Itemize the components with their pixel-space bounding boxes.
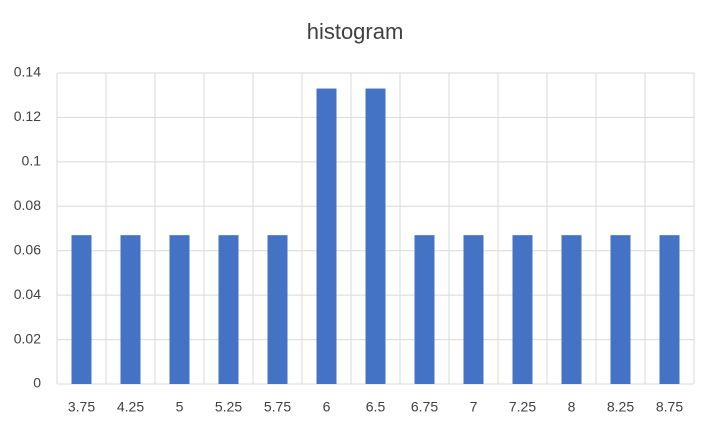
x-tick-label: 6 [323, 399, 331, 415]
bar [610, 235, 631, 384]
bar [463, 235, 484, 384]
bar [120, 235, 141, 384]
y-tick-label: 0.02 [14, 330, 41, 346]
x-tick-label: 7.25 [509, 399, 536, 415]
bar [169, 235, 190, 384]
y-tick-label: 0.04 [14, 286, 41, 302]
bar [561, 235, 582, 384]
bar [218, 235, 239, 384]
x-tick-label: 8.25 [607, 399, 634, 415]
bar [267, 235, 288, 384]
y-tick-label: 0.12 [14, 108, 41, 124]
y-tick-label: 0.08 [14, 197, 41, 213]
x-tick-label: 4.25 [117, 399, 144, 415]
x-tick-label: 7 [470, 399, 478, 415]
x-tick-label: 6.5 [366, 399, 386, 415]
chart-title: histogram [307, 19, 404, 44]
bar [659, 235, 680, 384]
x-tick-label: 5.75 [264, 399, 291, 415]
y-tick-label: 0.06 [14, 241, 41, 257]
x-tick-label: 8 [568, 399, 576, 415]
bar [414, 235, 435, 384]
bar [365, 88, 386, 385]
y-tick-label: 0.14 [14, 64, 41, 80]
y-tick-label: 0 [33, 375, 41, 391]
x-tick-label: 8.75 [656, 399, 683, 415]
bar [512, 235, 533, 384]
x-tick-label: 6.75 [411, 399, 438, 415]
x-tick-label: 5 [176, 399, 184, 415]
x-tick-label: 5.25 [215, 399, 242, 415]
x-tick-label: 3.75 [68, 399, 95, 415]
bar [316, 88, 337, 385]
bar [71, 235, 92, 384]
y-tick-label: 0.1 [22, 153, 42, 169]
